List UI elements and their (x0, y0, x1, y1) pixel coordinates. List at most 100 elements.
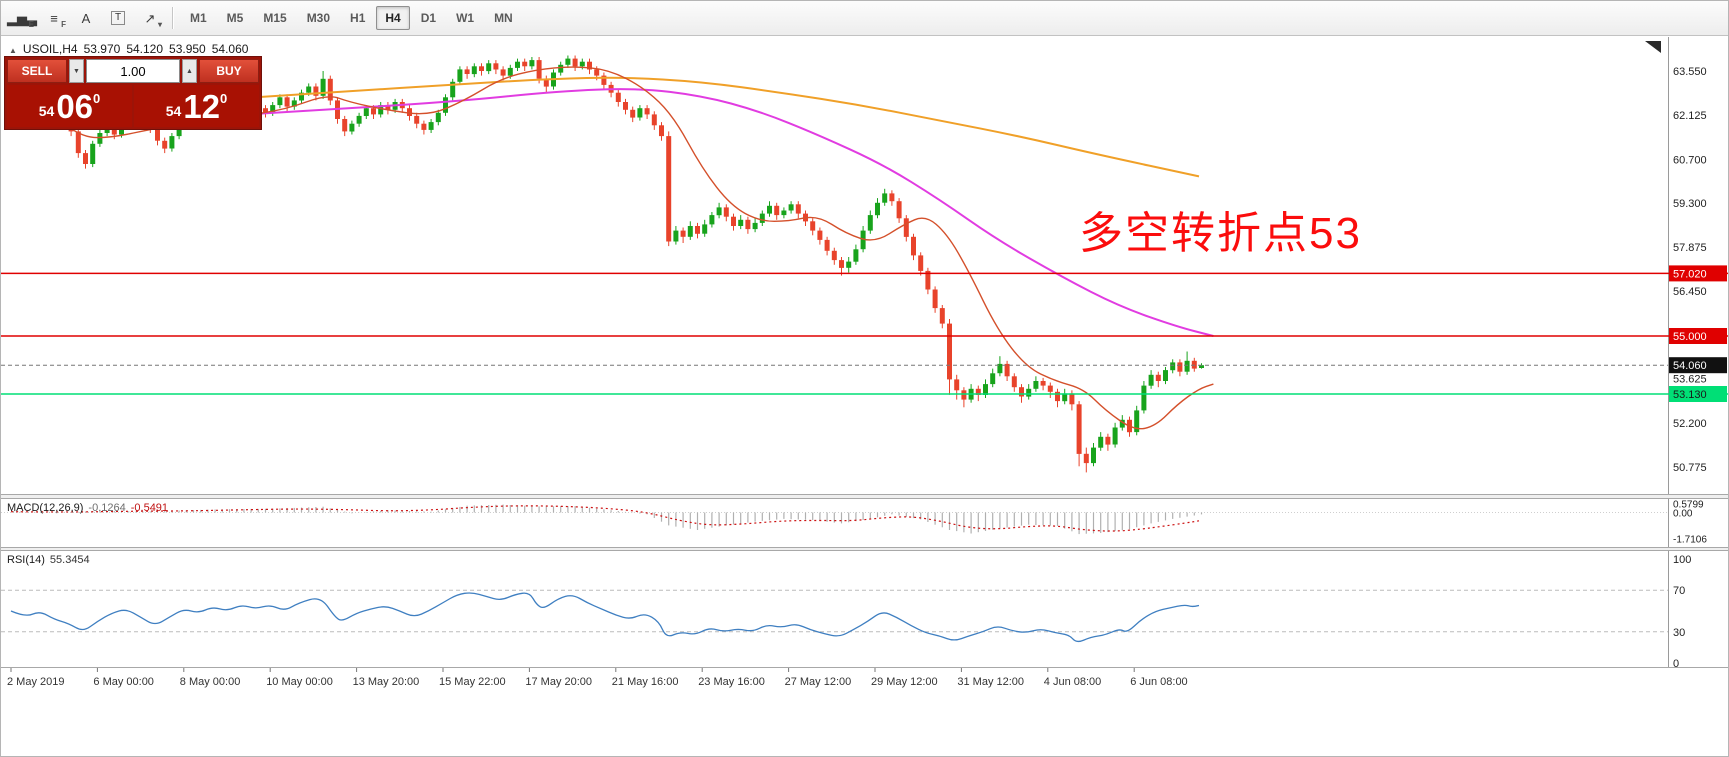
svg-text:-1.7106: -1.7106 (1673, 535, 1707, 546)
low-value: 53.950 (169, 42, 206, 56)
main-chart-canvas[interactable]: 63.550 62.125 60.700 59.300 57.875 56.450 53.6… (1, 37, 1729, 494)
timeframe-d1[interactable]: D1 (412, 6, 445, 30)
candles-layer (11, 55, 1204, 473)
scroll-to-end-icon[interactable] (1645, 41, 1661, 53)
svg-text:10 May 00:00: 10 May 00:00 (266, 676, 333, 688)
svg-text:31 May 12:00: 31 May 12:00 (957, 676, 1024, 688)
macd-signal-line (10, 505, 1200, 532)
svg-text:54.060: 54.060 (1673, 360, 1707, 372)
svg-text:13 May 20:00: 13 May 20:00 (353, 676, 420, 688)
svg-text:57.875: 57.875 (1673, 242, 1707, 254)
svg-text:53.625: 53.625 (1673, 374, 1707, 386)
arrow-objects-icon[interactable]: ↗ ▾ (135, 5, 165, 31)
timeframe-mn[interactable]: MN (485, 6, 522, 30)
fibonacci-lines-icon[interactable]: ≡ F (39, 5, 69, 31)
buy-price-prefix: 54 (165, 103, 182, 119)
panel-divider-macd[interactable] (1, 494, 1728, 499)
rsi-name: RSI(14) (7, 554, 45, 566)
macd-label: MACD(12,26,9) -0.1264 -0.5491 (7, 502, 168, 514)
current-price-badge: 54.060 (1669, 357, 1727, 374)
svg-text:70: 70 (1673, 585, 1685, 597)
sell-price-display[interactable]: 54 06 0 (7, 85, 132, 127)
svg-text:6 Jun 08:00: 6 Jun 08:00 (1130, 676, 1188, 688)
svg-text:55.000: 55.000 (1673, 331, 1707, 343)
volume-decrease-button[interactable]: ▼ (69, 59, 84, 83)
volume-input[interactable] (86, 59, 180, 83)
buy-price-big: 12 (183, 87, 221, 125)
timeframe-m30[interactable]: M30 (298, 6, 339, 30)
toolbar-separator (172, 7, 173, 29)
timeframe-buttons: M1 M5 M15 M30 H1 H4 D1 W1 MN (180, 6, 523, 30)
svg-text:2 May 2019: 2 May 2019 (7, 676, 64, 688)
svg-text:62.125: 62.125 (1673, 110, 1707, 122)
price-axis-labels: 63.550 62.125 60.700 59.300 57.875 56.450 53.6… (1673, 66, 1707, 474)
svg-text:15 May 22:00: 15 May 22:00 (439, 676, 506, 688)
high-value: 54.120 (126, 42, 164, 56)
svg-text:57.020: 57.020 (1673, 268, 1707, 280)
svg-text:6 May 00:00: 6 May 00:00 (93, 676, 154, 688)
sell-price-pip: 0 (93, 91, 101, 106)
svg-text:0.5799: 0.5799 (1673, 500, 1704, 511)
ma-slow-orange (255, 76, 1200, 178)
buy-button[interactable]: BUY (199, 59, 259, 83)
svg-text:21 May 16:00: 21 May 16:00 (612, 676, 679, 688)
timeframe-m1[interactable]: M1 (181, 6, 216, 30)
macd-signal-value: -0.5491 (130, 502, 169, 514)
buy-price-display[interactable]: 54 12 0 (134, 85, 259, 127)
svg-text:17 May 20:00: 17 May 20:00 (525, 676, 592, 688)
volume-increase-button[interactable]: ▲ (182, 59, 197, 83)
candles-edit-icon[interactable]: ▂▅▃ E (7, 5, 37, 31)
open-value: 53.970 (83, 42, 121, 56)
timeframe-w1[interactable]: W1 (447, 6, 483, 30)
svg-text:60.700: 60.700 (1673, 154, 1707, 166)
svg-text:52.200: 52.200 (1673, 418, 1707, 430)
svg-text:50.775: 50.775 (1673, 462, 1707, 474)
hline-price-badge: 55.000 (1669, 328, 1727, 344)
svg-text:59.300: 59.300 (1673, 198, 1707, 210)
timeframe-m15[interactable]: M15 (254, 6, 295, 30)
svg-text:53.130: 53.130 (1673, 389, 1707, 401)
rsi-value: 55.3454 (49, 554, 90, 566)
ma-medium-magenta (10, 88, 1214, 337)
hline-price-badge: 57.020 (1669, 265, 1727, 282)
svg-text:56.450: 56.450 (1673, 286, 1707, 298)
rsi-line (10, 592, 1200, 643)
svg-text:23 May 16:00: 23 May 16:00 (698, 676, 765, 688)
time-axis-canvas: 2 May 2019 6 May 00:00 8 May 00:00 10 May 0… (7, 668, 1188, 688)
svg-text:0: 0 (1673, 658, 1679, 667)
text-label-tool-icon[interactable]: T (103, 5, 133, 31)
collapse-trade-panel-icon[interactable]: ▲ (9, 46, 17, 55)
svg-text:29 May 12:00: 29 May 12:00 (871, 676, 938, 688)
text-tool-icon[interactable]: A (71, 5, 101, 31)
timeframe-h1[interactable]: H1 (341, 6, 374, 30)
buy-price-pip: 0 (220, 91, 228, 106)
rsi-indicator-canvas: 100 70 30 0 (1, 551, 1691, 667)
panel-divider-rsi[interactable] (1, 547, 1728, 551)
macd-name: MACD(12,26,9) (7, 502, 84, 514)
svg-text:8 May 00:00: 8 May 00:00 (180, 676, 241, 688)
svg-text:63.550: 63.550 (1673, 66, 1707, 78)
chart-annotation-text: 多空转折点53 (1079, 209, 1362, 258)
toolbar-icons: ▂▅▃ E ≡ F A T ↗ ▾ (7, 5, 165, 31)
rsi-label: RSI(14) 55.3454 (7, 554, 90, 566)
svg-text:100: 100 (1673, 554, 1691, 566)
symbol-period-label: USOIL,H4 (22, 42, 78, 56)
sell-button[interactable]: SELL (7, 59, 67, 83)
sell-price-big: 06 (56, 87, 94, 125)
time-axis: 2 May 2019 6 May 00:00 8 May 00:00 10 May 0… (1, 667, 1728, 696)
close-value: 54.060 (211, 42, 249, 56)
moving-averages-layer (10, 66, 1214, 430)
svg-text:27 May 12:00: 27 May 12:00 (785, 676, 852, 688)
svg-text:0.00: 0.00 (1673, 509, 1693, 520)
timeframe-m5[interactable]: M5 (218, 6, 253, 30)
toolbar: ▂▅▃ E ≡ F A T ↗ ▾ M1 M5 M15 M30 H1 H4 D1 W1 MN (1, 1, 1728, 36)
macd-main-value: -0.1264 (88, 502, 126, 514)
sell-price-prefix: 54 (38, 103, 55, 119)
horizontal-lines-layer (1, 272, 1728, 395)
timeframe-h4[interactable]: H4 (376, 6, 410, 30)
hline-price-badge: 53.130 (1669, 386, 1727, 402)
ma-fast-red (10, 66, 1214, 430)
